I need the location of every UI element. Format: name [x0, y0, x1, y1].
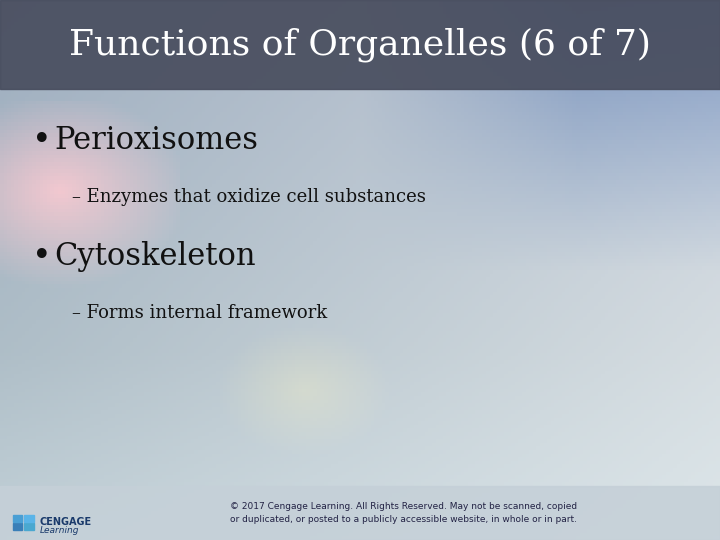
Text: •: •	[32, 240, 52, 273]
Text: Functions of Organelles (6 of 7): Functions of Organelles (6 of 7)	[69, 27, 651, 62]
Bar	[0, 486, 720, 540]
Text: – Enzymes that oxidize cell substances: – Enzymes that oxidize cell substances	[72, 188, 426, 206]
Text: © 2017 Cengage Learning. All Rights Reserved. May not be scanned, copied
or dupl: © 2017 Cengage Learning. All Rights Rese…	[230, 502, 577, 524]
Text: – Forms internal framework: – Forms internal framework	[72, 304, 328, 322]
Bar	[0, 0, 720, 89]
Bar	[13, 523, 22, 530]
Text: Perioxisomes: Perioxisomes	[54, 125, 258, 156]
Bar	[13, 515, 22, 522]
Bar	[24, 515, 34, 522]
Text: Cytoskeleton: Cytoskeleton	[54, 241, 256, 272]
Text: •: •	[32, 124, 52, 157]
Bar	[24, 523, 34, 530]
Text: Learning: Learning	[40, 526, 79, 535]
Text: CENGAGE: CENGAGE	[40, 517, 91, 526]
